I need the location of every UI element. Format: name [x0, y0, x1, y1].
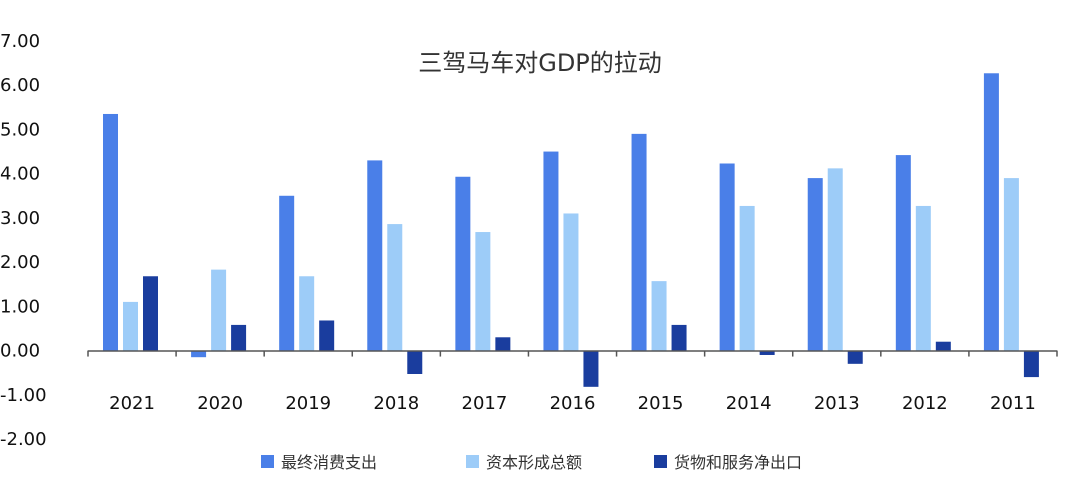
legend-swatch	[654, 455, 667, 468]
bar-2011-series-3	[1023, 350, 1039, 378]
x-category-label: 2019	[285, 393, 331, 414]
bar-2013-series-2	[827, 168, 843, 351]
x-category-label: 2014	[726, 393, 772, 414]
bar-2014-series-1	[719, 163, 735, 351]
y-tick-label: 1.00	[0, 296, 40, 317]
bar-2020-series-3	[231, 324, 247, 351]
x-category-label: 2011	[990, 393, 1036, 414]
bar-2014-series-2	[739, 205, 755, 351]
legend-label: 最终消费支出	[281, 453, 377, 472]
bar-2019-series-3	[319, 320, 335, 351]
x-category-label: 2016	[550, 393, 596, 414]
y-tick-label: 3.00	[0, 208, 40, 229]
bar-2016-series-2	[563, 213, 579, 351]
bar-2013-series-1	[807, 178, 823, 351]
legend-swatch	[261, 455, 274, 468]
x-category-label: 2021	[109, 393, 155, 414]
chart-title: 三驾马车对GDP的拉动	[418, 49, 662, 77]
bar-2017-series-1	[455, 176, 471, 351]
x-category-label: 2017	[462, 393, 508, 414]
x-category-label: 2012	[902, 393, 948, 414]
bar-2020-series-2	[211, 269, 227, 351]
bar-2019-series-2	[299, 276, 315, 351]
bar-2015-series-1	[631, 133, 647, 351]
x-category-label: 2013	[814, 393, 860, 414]
y-tick-label: 6.00	[0, 75, 40, 96]
y-tick-label: 0.00	[0, 341, 40, 362]
bar-2017-series-2	[475, 232, 491, 351]
y-tick-label: 4.00	[0, 164, 40, 185]
bar-2014-series-3	[759, 350, 775, 355]
bar-2012-series-1	[895, 155, 911, 351]
bar-2018-series-1	[367, 160, 383, 351]
bar-2019-series-1	[279, 195, 295, 351]
legend-label: 货物和服务净出口	[674, 453, 802, 472]
bar-2020-series-1	[191, 350, 207, 358]
y-tick-label: 7.00	[0, 31, 40, 52]
bar-2015-series-3	[671, 324, 687, 351]
x-category-label: 2015	[638, 393, 684, 414]
bar-2016-series-3	[583, 350, 599, 387]
bar-2012-series-3	[935, 341, 951, 351]
legend: 最终消费支出 资本形成总额 货物和服务净出口	[261, 453, 802, 472]
y-tick-label: -1.00	[0, 385, 47, 406]
y-axis: 7.00 6.00 5.00 4.00 3.00 2.00 1.00 0.00 -1.00 -2.…	[0, 31, 47, 450]
bar-2017-series-3	[495, 337, 511, 351]
y-tick-label: 2.00	[0, 252, 40, 273]
bar-2015-series-2	[651, 281, 667, 351]
bar-2011-series-1	[983, 73, 999, 351]
bar-2021-series-1	[103, 113, 118, 351]
bar-2011-series-2	[1003, 178, 1019, 351]
bar-2021-series-2	[123, 301, 138, 351]
x-category-label: 2018	[373, 393, 419, 414]
legend-label: 资本形成总额	[486, 453, 582, 472]
x-axis: 2021 2020 2019 2018 2017 2016 2015 2014 2013 2012…	[87, 350, 1058, 414]
bar-2018-series-3	[407, 350, 423, 374]
bar-2016-series-1	[543, 151, 559, 351]
bar-2018-series-2	[387, 224, 403, 351]
y-tick-label: -2.00	[0, 429, 47, 450]
x-category-label: 2020	[197, 393, 243, 414]
legend-swatch	[466, 455, 479, 468]
bar-2012-series-2	[915, 205, 931, 351]
bar-group	[103, 73, 1039, 387]
bar-2013-series-3	[847, 350, 863, 364]
y-tick-label: 5.00	[0, 119, 40, 140]
bar-2021-series-3	[143, 276, 158, 351]
